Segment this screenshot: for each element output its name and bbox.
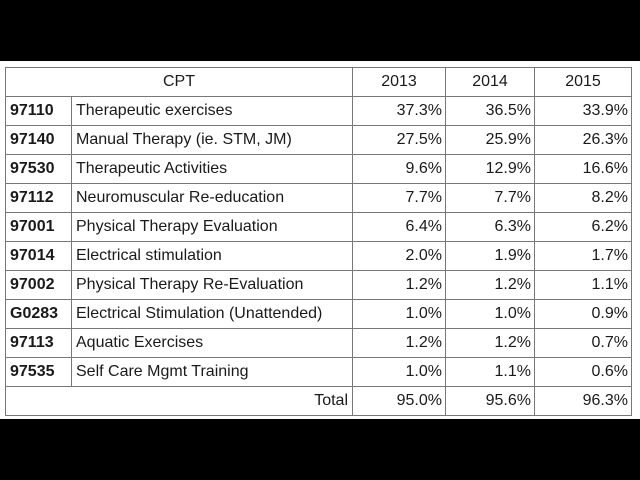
cpt-table: CPT 2013 2014 2015 97110 Therapeutic exe…	[5, 67, 632, 416]
cpt-code: 97112	[5, 183, 72, 213]
value-cell: 6.4%	[352, 212, 446, 242]
value-cell: 37.3%	[352, 96, 446, 126]
cpt-code: 97001	[5, 212, 72, 242]
value-cell: 1.2%	[352, 270, 446, 300]
total-value: 95.6%	[445, 386, 535, 416]
cpt-description: Neuromuscular Re-education	[71, 183, 353, 213]
cpt-description: Aquatic Exercises	[71, 328, 353, 358]
table-row: 97110 Therapeutic exercises 37.3% 36.5% …	[5, 96, 632, 126]
cpt-description: Electrical stimulation	[71, 241, 353, 271]
header-row: CPT 2013 2014 2015	[5, 67, 632, 97]
value-cell: 0.7%	[534, 328, 632, 358]
cpt-description: Therapeutic Activities	[71, 154, 353, 184]
value-cell: 9.6%	[352, 154, 446, 184]
cpt-code: 97530	[5, 154, 72, 184]
value-cell: 33.9%	[534, 96, 632, 126]
value-cell: 8.2%	[534, 183, 632, 213]
value-cell: 1.2%	[352, 328, 446, 358]
cpt-code: 97113	[5, 328, 72, 358]
table-row: 97014 Electrical stimulation 2.0% 1.9% 1…	[5, 241, 632, 271]
cpt-description: Electrical Stimulation (Unattended)	[71, 299, 353, 329]
value-cell: 1.1%	[445, 357, 535, 387]
value-cell: 27.5%	[352, 125, 446, 155]
header-year: 2015	[534, 67, 632, 97]
value-cell: 0.6%	[534, 357, 632, 387]
header-year: 2013	[352, 67, 446, 97]
value-cell: 6.3%	[445, 212, 535, 242]
table-row: 97140 Manual Therapy (ie. STM, JM) 27.5%…	[5, 125, 632, 155]
cpt-code: G0283	[5, 299, 72, 329]
value-cell: 26.3%	[534, 125, 632, 155]
value-cell: 7.7%	[352, 183, 446, 213]
value-cell: 16.6%	[534, 154, 632, 184]
value-cell: 1.9%	[445, 241, 535, 271]
total-label: Total	[5, 386, 353, 416]
cpt-code: 97002	[5, 270, 72, 300]
cpt-code: 97014	[5, 241, 72, 271]
table-row: 97113 Aquatic Exercises 1.2% 1.2% 0.7%	[5, 328, 632, 358]
value-cell: 1.0%	[352, 357, 446, 387]
table-row: G0283 Electrical Stimulation (Unattended…	[5, 299, 632, 329]
value-cell: 6.2%	[534, 212, 632, 242]
table-row: 97535 Self Care Mgmt Training 1.0% 1.1% …	[5, 357, 632, 387]
value-cell: 2.0%	[352, 241, 446, 271]
table-row: 97530 Therapeutic Activities 9.6% 12.9% …	[5, 154, 632, 184]
cpt-description: Manual Therapy (ie. STM, JM)	[71, 125, 353, 155]
value-cell: 1.2%	[445, 328, 535, 358]
value-cell: 1.2%	[445, 270, 535, 300]
value-cell: 1.1%	[534, 270, 632, 300]
cpt-code: 97110	[5, 96, 72, 126]
header-year: 2014	[445, 67, 535, 97]
total-value: 95.0%	[352, 386, 446, 416]
cpt-description: Physical Therapy Evaluation	[71, 212, 353, 242]
value-cell: 0.9%	[534, 299, 632, 329]
cpt-code: 97140	[5, 125, 72, 155]
table-row: 97002 Physical Therapy Re-Evaluation 1.2…	[5, 270, 632, 300]
cpt-code: 97535	[5, 357, 72, 387]
value-cell: 7.7%	[445, 183, 535, 213]
value-cell: 12.9%	[445, 154, 535, 184]
table-row: 97112 Neuromuscular Re-education 7.7% 7.…	[5, 183, 632, 213]
value-cell: 1.0%	[352, 299, 446, 329]
table-row: 97001 Physical Therapy Evaluation 6.4% 6…	[5, 212, 632, 242]
table-panel: CPT 2013 2014 2015 97110 Therapeutic exe…	[0, 61, 640, 419]
cpt-description: Physical Therapy Re-Evaluation	[71, 270, 353, 300]
value-cell: 25.9%	[445, 125, 535, 155]
total-value: 96.3%	[534, 386, 632, 416]
value-cell: 1.0%	[445, 299, 535, 329]
value-cell: 1.7%	[534, 241, 632, 271]
header-cpt: CPT	[5, 67, 353, 97]
value-cell: 36.5%	[445, 96, 535, 126]
cpt-description: Therapeutic exercises	[71, 96, 353, 126]
total-row: Total 95.0% 95.6% 96.3%	[5, 386, 632, 416]
cpt-description: Self Care Mgmt Training	[71, 357, 353, 387]
